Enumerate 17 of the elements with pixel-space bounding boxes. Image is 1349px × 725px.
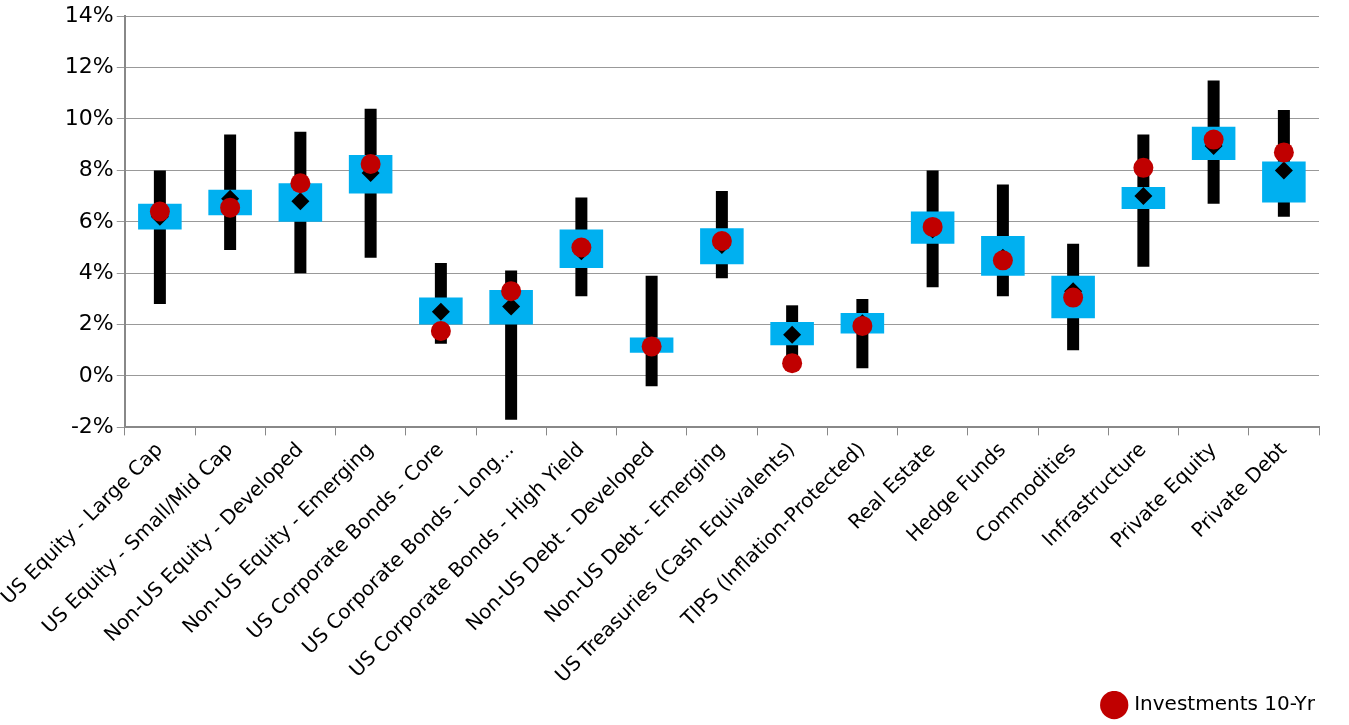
- y-tick-label: 14%: [64, 1, 114, 27]
- y-tick-label: 12%: [64, 53, 114, 79]
- point: [1133, 157, 1154, 178]
- y-tick-label: 10%: [64, 104, 114, 130]
- legend-label: Investments 10-Yr: [1134, 691, 1316, 716]
- y-tick-label: 0%: [78, 361, 114, 387]
- y-tick-label: 4%: [78, 258, 114, 284]
- point: [782, 353, 803, 374]
- point: [1273, 142, 1294, 163]
- y-tick-label: -2%: [70, 413, 114, 439]
- y-tick-label: 6%: [78, 207, 114, 233]
- y-tick-label: 8%: [78, 156, 114, 182]
- point: [501, 281, 522, 302]
- point: [360, 153, 381, 174]
- point: [430, 321, 451, 342]
- y-tick-label: 2%: [78, 310, 114, 336]
- point: [290, 173, 311, 194]
